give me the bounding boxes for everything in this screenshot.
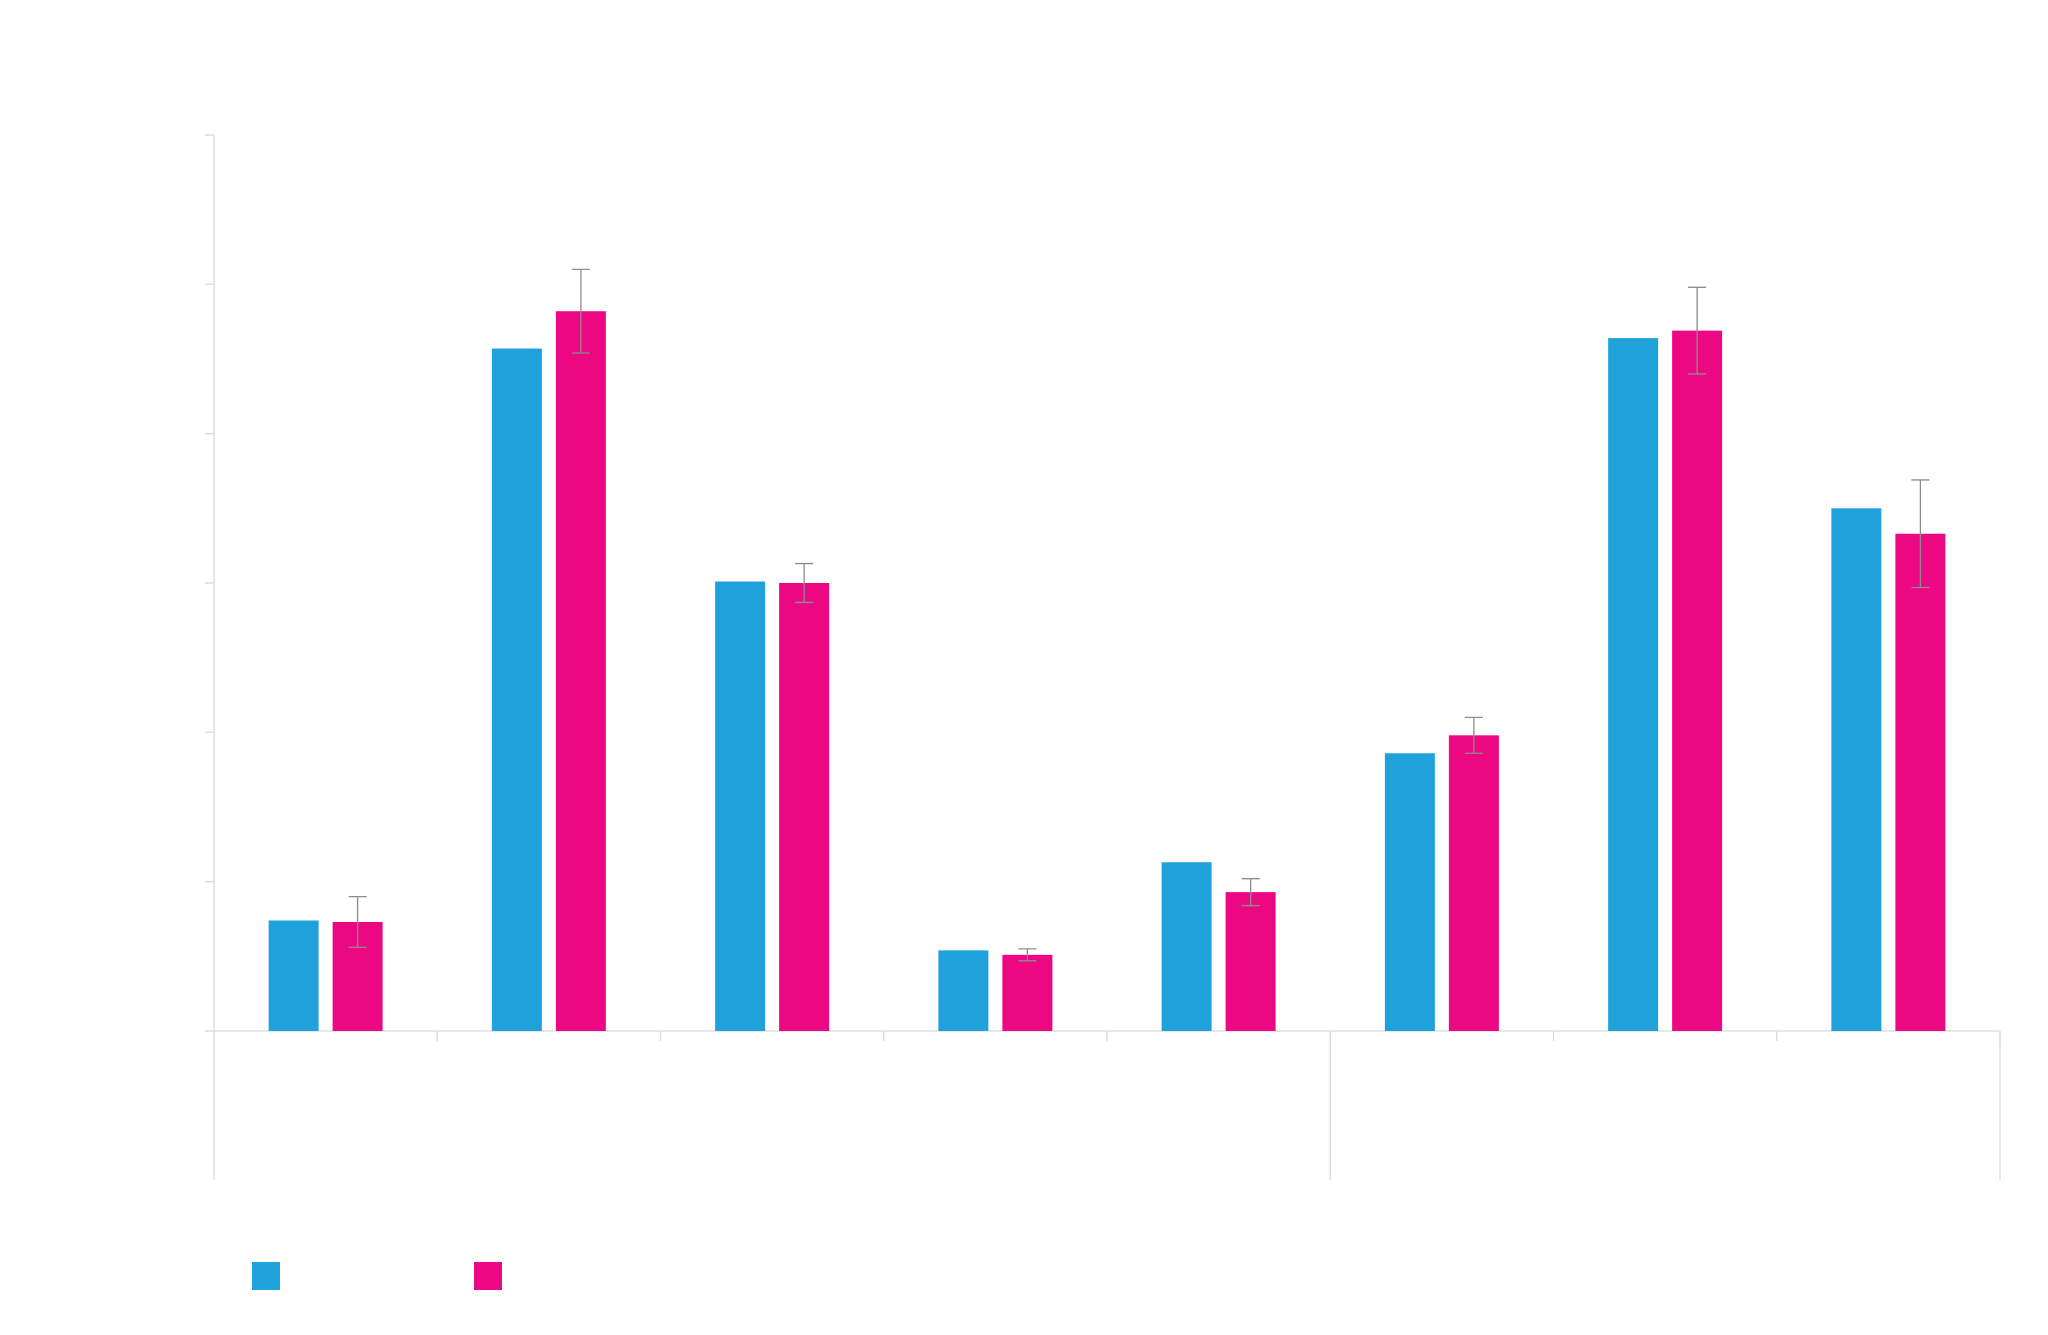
bar-series1-3 (715, 581, 766, 1031)
error-bar-series2-1 (348, 895, 367, 949)
bar-series2-7 (1672, 330, 1723, 1031)
chart-error-bars (348, 268, 1930, 962)
bar-series1-4 (938, 950, 989, 1031)
chart-bars (268, 311, 1946, 1032)
bar-series2-4 (1002, 954, 1053, 1031)
bar-series1-1 (268, 920, 319, 1031)
bar-series1-8 (1831, 508, 1882, 1031)
error-bar-series2-3 (795, 562, 814, 604)
error-bar-series2-8 (1911, 479, 1930, 589)
chart-axes (205, 134, 2001, 1180)
bar-series2-8 (1895, 533, 1946, 1031)
error-bar-series2-4 (1018, 948, 1037, 962)
bar-series1-7 (1608, 338, 1659, 1031)
bar-series1-6 (1384, 753, 1435, 1031)
bar-series1-5 (1161, 862, 1212, 1031)
error-bar-series2-5 (1241, 878, 1260, 907)
bar-series1-2 (491, 348, 542, 1032)
bar-series2-2 (555, 311, 606, 1031)
error-bar-series2-2 (571, 268, 590, 354)
error-bar-series2-6 (1464, 716, 1483, 754)
bar-series2-3 (779, 583, 830, 1031)
chart-legend (252, 1262, 502, 1290)
error-bar-series2-7 (1688, 286, 1707, 375)
bar-series2-6 (1448, 735, 1499, 1031)
legend-swatch-series1 (252, 1262, 280, 1290)
legend-swatch-series2 (474, 1262, 502, 1290)
bar-series2-5 (1225, 892, 1276, 1031)
